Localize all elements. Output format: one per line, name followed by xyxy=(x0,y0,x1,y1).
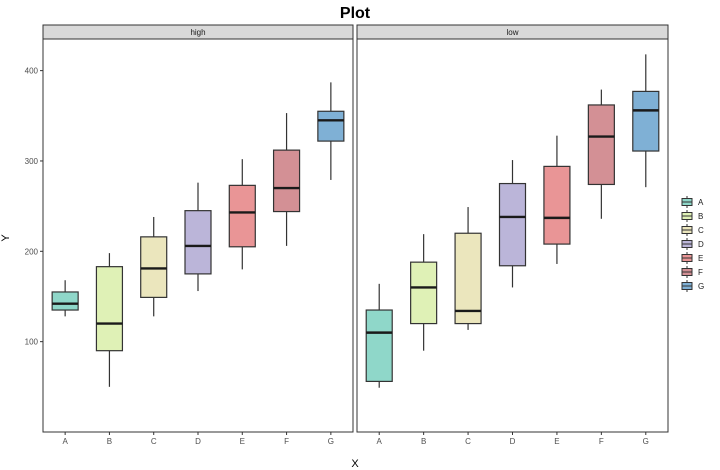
x-axis-title: X xyxy=(351,458,359,470)
box-iqr xyxy=(365,309,393,383)
x-tick-label: D xyxy=(510,437,516,446)
y-tick-label: 400 xyxy=(25,67,39,76)
chart-title: Plot xyxy=(340,5,371,22)
box-iqr xyxy=(317,110,345,142)
x-tick-label: F xyxy=(284,437,289,446)
box-low-B xyxy=(410,234,438,351)
x-tick-label: G xyxy=(643,437,649,446)
x-tick-label: A xyxy=(62,437,68,446)
x-tick-label: C xyxy=(151,437,157,446)
x-tick-label: E xyxy=(554,437,559,446)
box-iqr xyxy=(272,149,301,213)
x-tick-label: E xyxy=(240,437,245,446)
box-iqr xyxy=(228,184,256,248)
box-low-E xyxy=(543,135,571,264)
box-iqr xyxy=(454,232,482,325)
box-high-A xyxy=(51,280,79,317)
x-tick-label: G xyxy=(328,437,334,446)
panel-low: low A B C D E F G xyxy=(356,24,669,446)
y-axis-title: Y xyxy=(0,234,12,242)
y-tick-label: 100 xyxy=(25,338,39,347)
box-iqr xyxy=(95,266,124,352)
y-tick-label: 200 xyxy=(25,247,39,256)
box-low-C xyxy=(454,207,482,330)
box-low-G xyxy=(632,54,660,188)
legend-item-G: G xyxy=(681,280,704,292)
x-tick-label: B xyxy=(421,437,426,446)
legend-label: G xyxy=(698,282,704,291)
box-iqr xyxy=(410,261,438,325)
x-tick-label: F xyxy=(599,437,604,446)
box-iqr xyxy=(587,104,615,186)
x-tick-label: B xyxy=(107,437,112,446)
strip-label: low xyxy=(506,28,518,37)
legend-item-D: D xyxy=(681,238,704,250)
legend-item-F: F xyxy=(681,266,703,278)
box-iqr xyxy=(632,90,660,152)
strip-label: high xyxy=(190,28,205,37)
box-high-B xyxy=(95,253,124,387)
legend-label: E xyxy=(698,254,703,263)
box-high-D xyxy=(184,182,212,292)
legend-label: D xyxy=(698,240,704,249)
box-iqr xyxy=(543,165,571,245)
legend-item-A: A xyxy=(681,196,704,208)
x-tick-label: A xyxy=(377,437,383,446)
box-iqr xyxy=(498,182,527,267)
legend-label: F xyxy=(698,268,703,277)
box-iqr xyxy=(51,291,79,311)
box-high-F xyxy=(272,113,301,246)
legend-label: B xyxy=(698,212,703,221)
box-low-F xyxy=(587,89,615,219)
box-high-C xyxy=(140,216,168,317)
legend-item-C: C xyxy=(681,224,704,236)
box-high-E xyxy=(228,159,256,270)
box-iqr xyxy=(184,210,212,275)
x-tick-label: D xyxy=(195,437,201,446)
legend-label: A xyxy=(698,198,704,207)
panel-high: high A B C D E F G xyxy=(42,24,354,446)
y-tick-label: 300 xyxy=(25,157,39,166)
box-iqr xyxy=(140,236,168,298)
box-low-D xyxy=(498,160,527,288)
legend-label: C xyxy=(698,226,704,235)
box-high-G xyxy=(317,82,345,180)
box-low-A xyxy=(365,283,393,388)
x-tick-label: C xyxy=(465,437,471,446)
legend-item-B: B xyxy=(681,210,703,222)
legend-item-E: E xyxy=(681,252,703,264)
